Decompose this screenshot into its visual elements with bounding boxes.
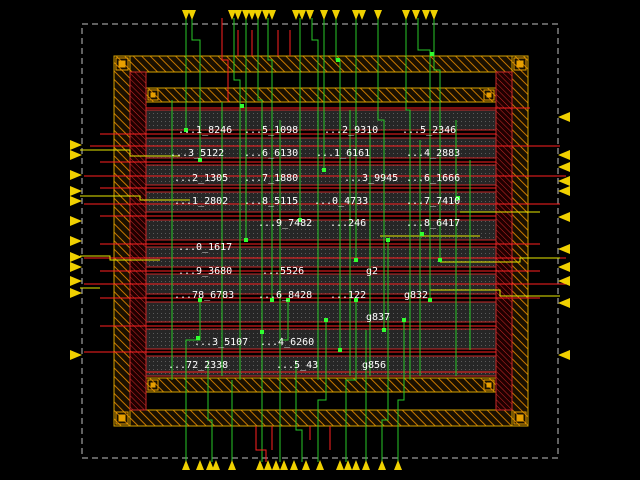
cell-label[interactable]: ...78_6783 bbox=[174, 290, 234, 301]
cell-label[interactable]: ...8_6417 bbox=[406, 218, 460, 229]
cell-label[interactable]: ...1_6161 bbox=[316, 148, 370, 159]
cell-label[interactable]: ...6_8428 bbox=[258, 290, 312, 301]
cell-label[interactable]: ...4_2883 bbox=[406, 148, 460, 159]
pad-ring bbox=[113, 55, 529, 427]
cell-label[interactable]: ...122 bbox=[330, 290, 366, 301]
cell-label[interactable]: ...8_5115 bbox=[244, 196, 298, 207]
cell-rows bbox=[145, 109, 497, 377]
cell-label[interactable]: g856 bbox=[362, 360, 386, 371]
red-vertical-routes bbox=[221, 18, 331, 462]
cell-label[interactable]: ...1_8246 bbox=[178, 125, 232, 136]
cell-label[interactable]: ...7_7410 bbox=[406, 196, 460, 207]
cell-labels: ...1_8246 ...5_1098 ...2_9310 ...5_2346 … bbox=[168, 125, 460, 371]
cell-label[interactable]: ...5_43 bbox=[276, 360, 318, 371]
right-pins bbox=[558, 112, 570, 360]
cell-label[interactable]: ...5_1098 bbox=[244, 125, 298, 136]
cell-label[interactable]: ...3_9945 bbox=[344, 173, 398, 184]
cell-label[interactable]: ...5_2346 bbox=[402, 125, 456, 136]
top-pins bbox=[182, 10, 438, 20]
cell-label[interactable]: ...2_1305 bbox=[174, 173, 228, 184]
cell-label[interactable]: ...6_1666 bbox=[406, 173, 460, 184]
cell-label[interactable]: ...9_7482 bbox=[258, 218, 312, 229]
cell-label[interactable]: ...6_6130 bbox=[244, 148, 298, 159]
horizontal-routes bbox=[84, 107, 566, 373]
cell-label[interactable]: g832 bbox=[404, 290, 428, 301]
cell-label[interactable]: ...4_6260 bbox=[260, 337, 314, 348]
cell-label[interactable]: ...0_4733 bbox=[314, 196, 368, 207]
cell-label[interactable]: ...1_2802 bbox=[174, 196, 228, 207]
vertical-routes bbox=[171, 18, 471, 462]
cell-label[interactable]: ...0_1617 bbox=[178, 242, 232, 253]
cell-label[interactable]: ...3_5107 bbox=[194, 337, 248, 348]
cell-label[interactable]: ...72_2338 bbox=[168, 360, 228, 371]
cell-label[interactable]: ...9_3680 bbox=[178, 266, 232, 277]
cell-label[interactable]: ...7_1880 bbox=[244, 173, 298, 184]
cell-label[interactable]: ...3_5122 bbox=[170, 148, 224, 159]
vias bbox=[184, 52, 460, 352]
cell-label[interactable]: g2 bbox=[366, 266, 378, 277]
corner-pads bbox=[115, 57, 527, 425]
cell-label[interactable]: ...5526 bbox=[262, 266, 304, 277]
cell-label[interactable]: g837 bbox=[366, 312, 390, 323]
cell-label[interactable]: ...246 bbox=[330, 218, 366, 229]
cell-label[interactable]: ...2_9310 bbox=[324, 125, 378, 136]
bottom-pins bbox=[182, 460, 402, 470]
left-pins bbox=[70, 140, 82, 360]
